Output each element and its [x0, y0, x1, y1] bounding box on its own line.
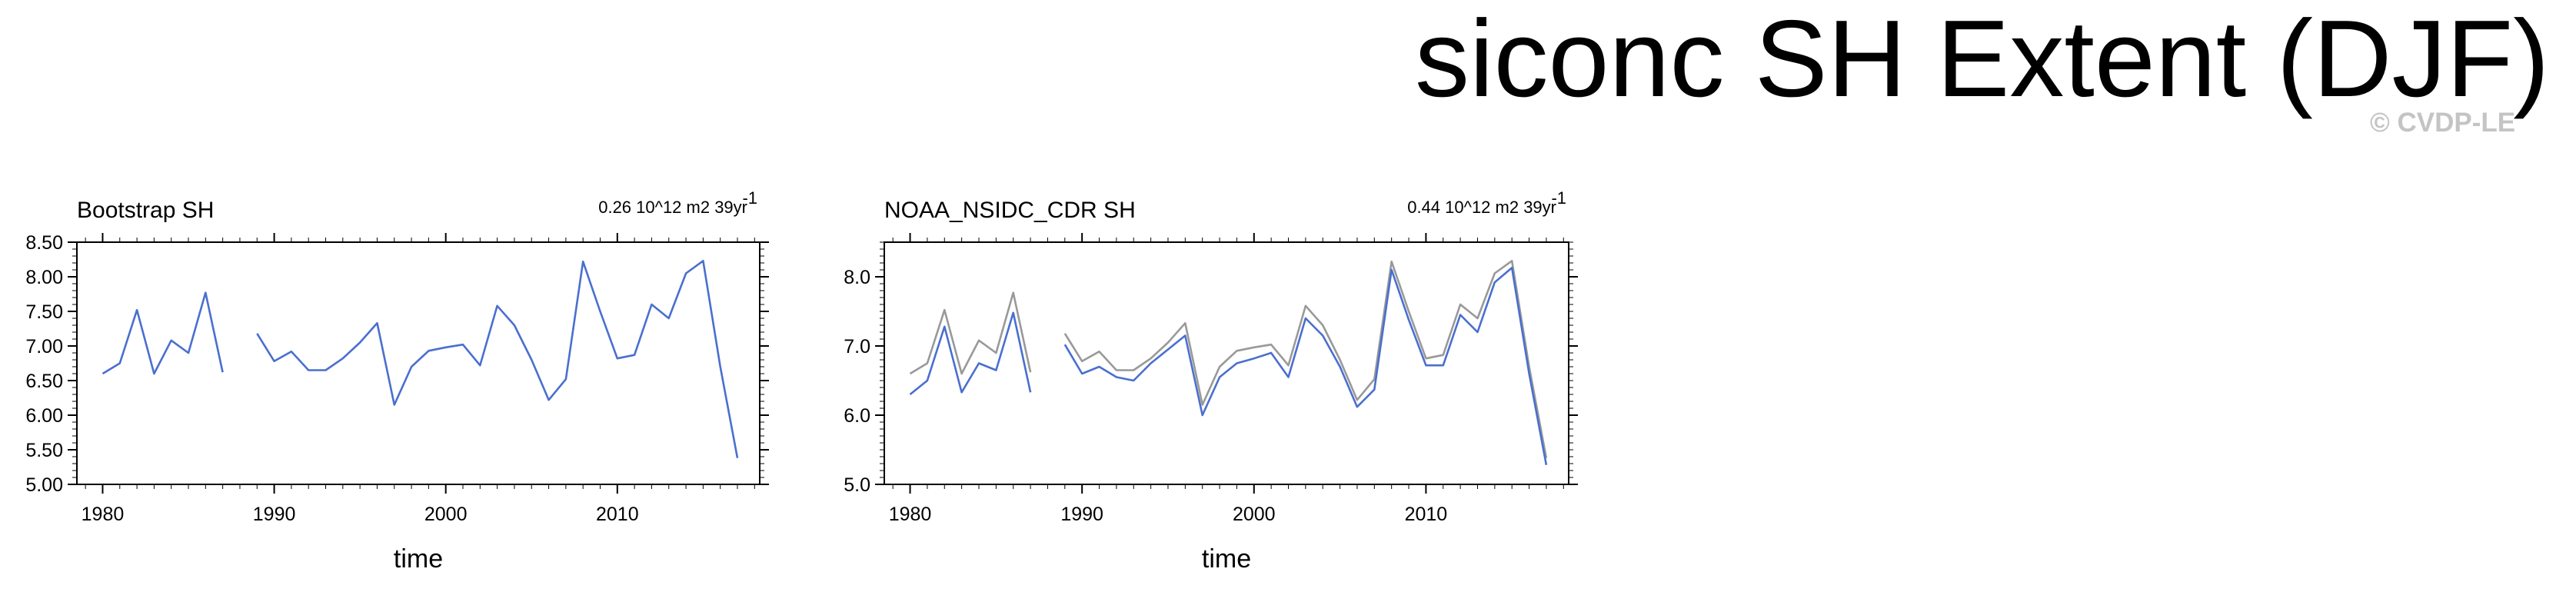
- x-tick-label: 1980: [82, 504, 125, 525]
- x-tick-label: 2010: [1405, 504, 1448, 525]
- y-tick-label: 7.00: [25, 336, 63, 358]
- y-tick-label: 5.50: [25, 440, 63, 461]
- watermark: © CVDP-LE: [2370, 108, 2516, 138]
- series-line-1: [102, 291, 224, 375]
- chart-title: NOAA_NSIDC_CDR SH: [884, 198, 1136, 223]
- y-tick-label: 6.50: [25, 371, 63, 392]
- trend-stat-superscript: -1: [742, 188, 757, 208]
- x-axis-label: time: [394, 544, 443, 574]
- minor-ticks: [880, 238, 1573, 489]
- y-tick-label: 6.00: [25, 405, 63, 427]
- trend-stat-label: 0.44 10^12 m2 39yr: [1407, 198, 1556, 217]
- chart-title: Bootstrap SH: [77, 198, 214, 223]
- x-axis-label: time: [1202, 544, 1251, 574]
- x-tick-label: 1990: [253, 504, 296, 525]
- series-line-1: [256, 259, 739, 459]
- chart-2: 5.0 6.0 7.0 8.0 1980 1990 2000 2010 NOAA_NSIDC_C…: [844, 188, 1578, 574]
- x-tick-label: 2000: [424, 504, 468, 525]
- series-line-2: [909, 311, 1032, 396]
- y-tick-label: 7.0: [844, 336, 870, 358]
- series-line-2: [1063, 266, 1548, 466]
- y-tick-label: 8.00: [25, 267, 63, 288]
- x-tick-label: 2010: [596, 504, 639, 525]
- plot-frame: [76, 241, 760, 485]
- y-tick-label: 6.0: [844, 405, 870, 427]
- x-tick-label: 1980: [889, 504, 932, 525]
- trend-stat-superscript: -1: [1551, 188, 1566, 208]
- series-line-1: [909, 291, 1032, 375]
- chart-1: 5.00 5.50 6.00 6.50 7.00 7.50 8.00 8.50 1980 1990…: [25, 188, 769, 574]
- y-tick-label: 8.0: [844, 267, 870, 288]
- series-line-1: [1063, 259, 1548, 459]
- x-tick-label: 1990: [1060, 504, 1103, 525]
- y-tick-label: 7.50: [25, 301, 63, 323]
- page-title: siconc SH Extent (DJF): [1415, 0, 2550, 120]
- plot-frame: [884, 241, 1569, 485]
- x-tick-label: 2000: [1233, 504, 1276, 525]
- y-tick-label: 5.0: [844, 474, 870, 496]
- y-tick-label: 8.50: [25, 232, 63, 254]
- trend-stat-label: 0.26 10^12 m2 39yr: [598, 198, 747, 217]
- y-tick-label: 5.00: [25, 474, 63, 496]
- minor-ticks: [72, 238, 764, 489]
